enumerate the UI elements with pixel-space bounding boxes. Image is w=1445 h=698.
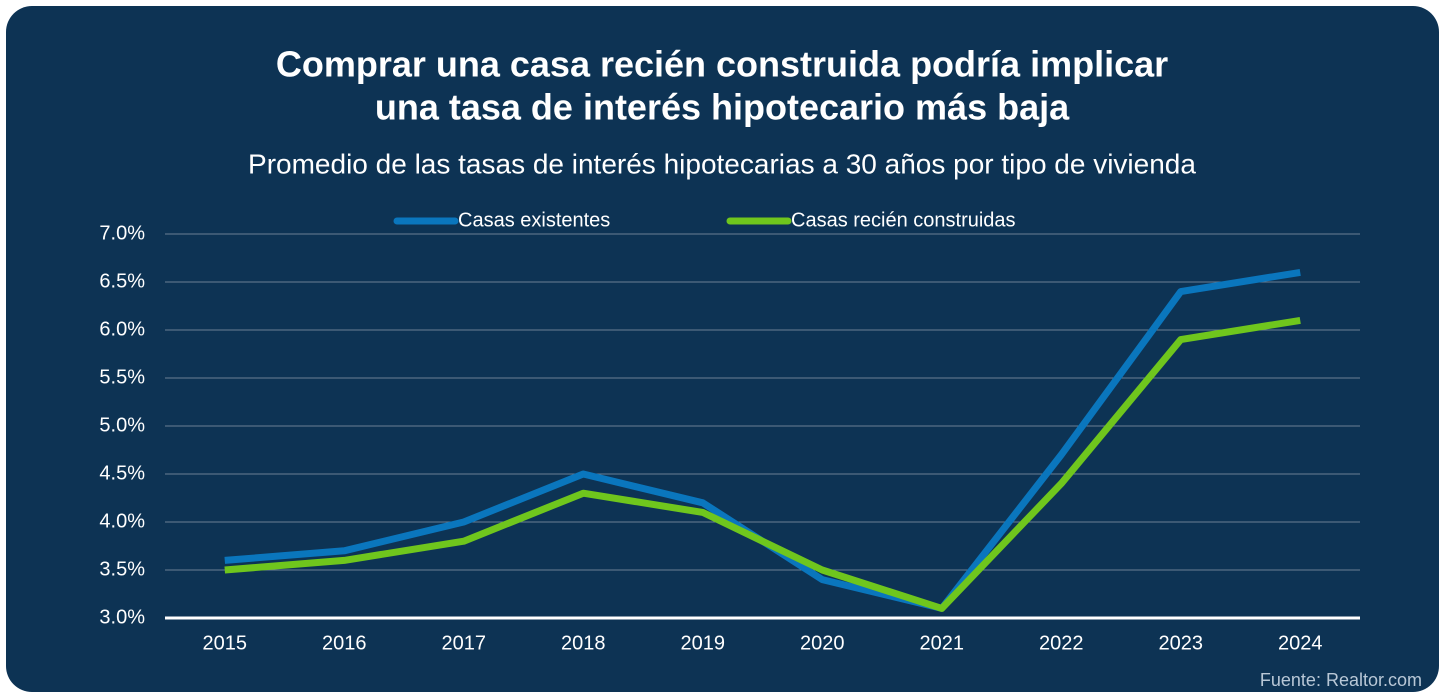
y-tick-label: 4.0% xyxy=(99,510,145,532)
panel xyxy=(6,6,1439,692)
y-tick-label: 4.5% xyxy=(99,462,145,484)
chart-title: Comprar una casa recién construida podrí… xyxy=(276,44,1168,85)
y-tick-label: 3.0% xyxy=(99,606,145,628)
source: Fuente: Realtor.com xyxy=(1260,670,1422,690)
x-tick-label: 2019 xyxy=(681,632,726,654)
x-tick-label: 2018 xyxy=(561,632,606,654)
chart-title: una tasa de interés hipotecario más baja xyxy=(375,87,1070,128)
chart-subtitle: Promedio de las tasas de interés hipotec… xyxy=(248,148,1196,179)
x-tick-label: 2021 xyxy=(920,632,965,654)
legend-label: Casas existentes xyxy=(458,209,610,231)
y-tick-label: 6.5% xyxy=(99,270,145,292)
y-tick-label: 3.5% xyxy=(99,558,145,580)
x-tick-label: 2017 xyxy=(442,632,487,654)
y-tick-label: 5.0% xyxy=(99,414,145,436)
y-tick-label: 7.0% xyxy=(99,222,145,244)
x-tick-label: 2022 xyxy=(1039,632,1084,654)
y-tick-label: 5.5% xyxy=(99,366,145,388)
x-tick-label: 2015 xyxy=(203,632,248,654)
x-tick-label: 2020 xyxy=(800,632,845,654)
x-tick-label: 2024 xyxy=(1278,632,1323,654)
series-line xyxy=(224,316,1301,612)
x-tick-label: 2016 xyxy=(322,632,367,654)
y-tick-label: 6.0% xyxy=(99,318,145,340)
legend-label: Casas recién construidas xyxy=(791,209,1016,231)
x-tick-label: 2023 xyxy=(1159,632,1204,654)
